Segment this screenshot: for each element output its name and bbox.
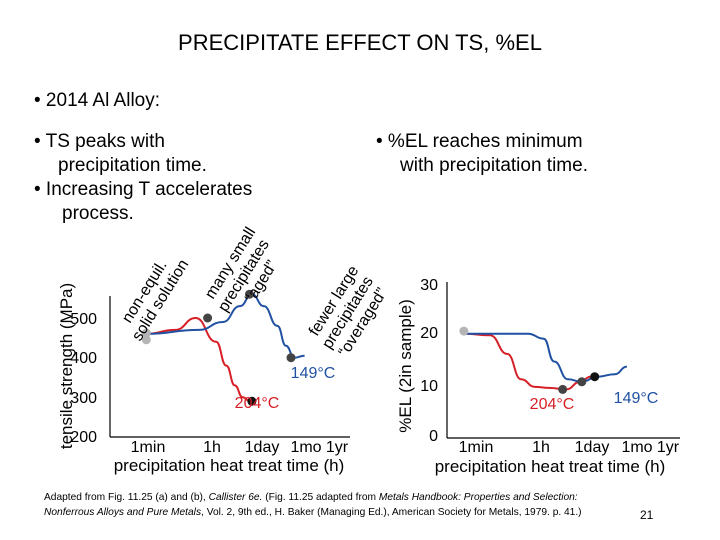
- figure-caption: Adapted from Fig. 11.25 (a) and (b), Cal…: [44, 490, 604, 520]
- ts-data-marker: [141, 335, 151, 345]
- el-y-tick: 20: [420, 325, 438, 342]
- ts-data-marker: [286, 353, 296, 363]
- el-x-tick: 1min: [459, 439, 494, 456]
- ts-x-tick: 1day: [245, 439, 280, 456]
- caption-part: Adapted from Fig. 11.25 (a) and (b),: [44, 492, 209, 503]
- el-y-tick: 0: [429, 428, 438, 445]
- el-x-tick: 1day: [575, 439, 610, 456]
- bullet-el-minimum-cont: with precipitation time.: [400, 155, 588, 176]
- ts-series-label-204: 204°C: [235, 395, 280, 412]
- ts-y-tick: 300: [70, 390, 97, 407]
- bullet-ts-peaks-cont: precipitation time.: [58, 155, 207, 176]
- ts-x-tick: 1yr: [326, 439, 349, 456]
- bullet-increasing-t-cont: process.: [62, 203, 134, 224]
- ts-data-marker: [245, 289, 254, 299]
- el-data-marker: [459, 326, 469, 336]
- annotation-non-equil: non-equil. solid solution: [119, 257, 192, 344]
- right-bullet-list: • %EL reaches minimum with precipitation…: [376, 130, 588, 178]
- ts-chart: 500 400 300 200 1min 1h 1day 1mo 1yr pre…: [70, 224, 391, 475]
- el-data-marker: [558, 384, 568, 394]
- caption-part: , Vol. 2, 9th ed., H. Baker (Managing Ed…: [201, 507, 582, 518]
- caption-author: Callister 6e.: [208, 492, 263, 503]
- bullet-el-minimum: • %EL reaches minimum: [376, 131, 583, 152]
- ts-x-tick: 1min: [131, 439, 166, 456]
- slide-title: PRECIPITATE EFFECT ON TS, %EL: [178, 30, 542, 55]
- ts-y-axis-title: tensile strength (MPa): [57, 283, 76, 449]
- bullet-alloy: • 2014 Al Alloy:: [34, 90, 161, 111]
- el-data-marker: [577, 377, 587, 387]
- ts-x-tick: 1mo: [290, 439, 321, 456]
- el-x-tick: 1mo: [621, 439, 652, 456]
- el-y-axis-title: %EL (2in sample): [396, 299, 415, 433]
- el-series-label-204: 204°C: [530, 396, 575, 413]
- ts-data-marker: [203, 313, 213, 323]
- ts-x-label: precipitation heat treat time (h): [114, 456, 345, 475]
- annotation-fewer-large: fewer large precipitates “overaged”: [306, 263, 391, 360]
- ts-y-tick: 200: [70, 429, 97, 446]
- el-y-tick: 30: [420, 277, 438, 294]
- bullet-increasing-t: • Increasing T accelerates: [34, 179, 253, 200]
- ts-x-tick: 1h: [203, 439, 221, 456]
- el-x-tick: 1h: [532, 439, 550, 456]
- caption-part: (Fig. 11.25 adapted from: [262, 492, 379, 503]
- ts-y-tick: 500: [70, 311, 97, 328]
- el-x-label: precipitation heat treat time (h): [435, 457, 666, 476]
- left-bullet-list: • TS peaks with precipitation time. • In…: [34, 130, 252, 226]
- ts-y-tick: 400: [70, 350, 97, 367]
- el-y-tick: 10: [420, 378, 438, 395]
- annotation-many-small: many small precipitates “aged”: [202, 224, 281, 315]
- ts-series-line-149c: [146, 293, 305, 359]
- el-chart: 0 10 20 30 1min 1h 1day 1mo 1yr precipit…: [420, 277, 680, 476]
- el-series-label-149: 149°C: [614, 390, 659, 407]
- ts-series-label-149: 149°C: [291, 365, 336, 382]
- ts-data-marker: [141, 328, 151, 338]
- el-data-marker: [590, 372, 600, 382]
- caption-book: Metals Handbook: Properties and Selectio…: [44, 492, 578, 518]
- bullet-ts-peaks: • TS peaks with: [34, 131, 165, 152]
- ts-data-marker: [247, 396, 257, 406]
- page-number: 21: [640, 508, 654, 522]
- el-x-tick: 1yr: [657, 439, 680, 456]
- el-series-line-149c: [463, 332, 628, 383]
